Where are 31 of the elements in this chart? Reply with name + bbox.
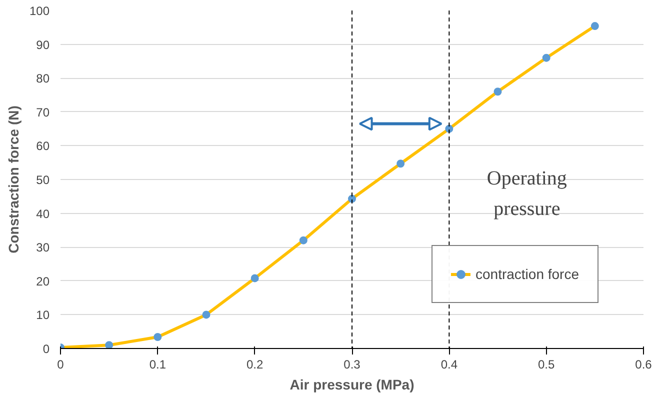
y-axis-title: Constraction force (N) xyxy=(5,106,22,254)
y-tick-label: 70 xyxy=(36,105,50,120)
point xyxy=(590,22,599,30)
y-tick-label: 100 xyxy=(29,4,50,18)
point xyxy=(396,160,405,168)
y-tick-label: 90 xyxy=(36,38,50,52)
x-tick-label: 0.5 xyxy=(538,358,555,372)
x-tick-label: 0.6 xyxy=(635,358,652,372)
legend-label: contraction force xyxy=(476,266,579,282)
y-tick-label: 20 xyxy=(36,274,50,288)
x-tick-label: 0.1 xyxy=(149,358,166,372)
y-tick-label: 0 xyxy=(42,342,50,356)
x-tick-label: 0.2 xyxy=(246,358,264,372)
y-tick-label: 30 xyxy=(36,240,50,255)
y-tick-label: 10 xyxy=(36,308,50,322)
point xyxy=(250,274,259,282)
x-tick-label: 0.4 xyxy=(440,358,458,372)
y-tick-label: 60 xyxy=(36,139,50,154)
point xyxy=(542,54,550,62)
x-axis-title: Air pressure (MPa) xyxy=(290,376,414,392)
y-tick-label: 40 xyxy=(36,206,50,221)
annotation: Operating pressure xyxy=(486,168,567,220)
x-tick-label: 0.3 xyxy=(344,358,361,372)
y-tick-label: 50 xyxy=(36,173,50,187)
point xyxy=(202,310,210,319)
y-tick-label: 80 xyxy=(36,72,50,86)
point xyxy=(299,236,308,244)
point xyxy=(154,333,162,341)
point xyxy=(105,341,114,348)
x-tick-label: 0 xyxy=(57,358,64,372)
point xyxy=(494,88,502,96)
